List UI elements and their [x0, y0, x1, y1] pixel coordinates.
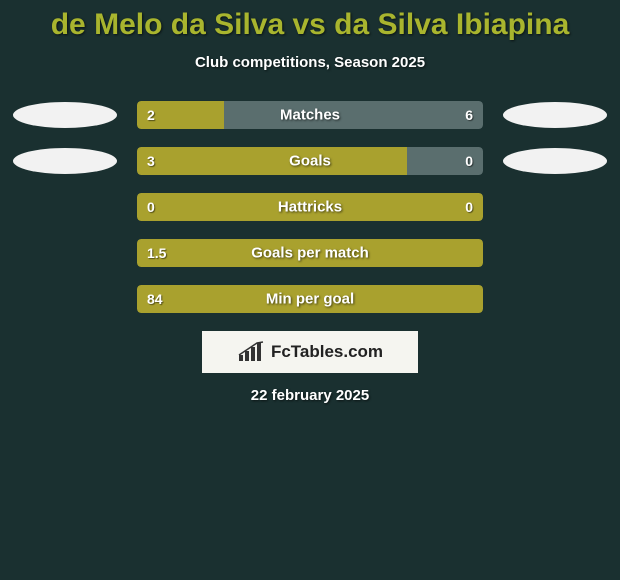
stat-value-left: 3 — [147, 153, 155, 169]
stat-row: 0 0 Hattricks — [0, 193, 620, 221]
stat-value-right: 0 — [465, 199, 473, 215]
stat-bar: 3 0 Goals — [137, 147, 483, 175]
player-left-marker — [13, 102, 117, 128]
player-left-marker — [13, 148, 117, 174]
stat-bar: 84 Min per goal — [137, 285, 483, 313]
stat-label: Hattricks — [278, 199, 342, 216]
stat-value-left: 1.5 — [147, 245, 166, 261]
stat-row: 3 0 Goals — [0, 147, 620, 175]
stat-bar: 1.5 Goals per match — [137, 239, 483, 267]
stat-bar: 0 0 Hattricks — [137, 193, 483, 221]
player-right-marker — [503, 148, 607, 174]
player-right-marker — [503, 102, 607, 128]
stat-label: Goals per match — [251, 245, 369, 262]
logo-text: FcTables.com — [271, 342, 383, 362]
stat-row: 1.5 Goals per match — [0, 239, 620, 267]
bar-fill-left — [137, 147, 407, 175]
source-logo: FcTables.com — [202, 331, 418, 373]
stat-value-left: 84 — [147, 291, 163, 307]
stat-label: Goals — [289, 153, 331, 170]
snapshot-date: 22 february 2025 — [0, 387, 620, 404]
stat-value-right: 6 — [465, 107, 473, 123]
stat-value-left: 0 — [147, 199, 155, 215]
chart-icon — [237, 341, 265, 363]
comparison-subtitle: Club competitions, Season 2025 — [0, 54, 620, 71]
stat-row: 2 6 Matches — [0, 101, 620, 129]
stats-area: 2 6 Matches 3 0 Goals 0 0 Hattricks 1.5 Goals per … — [0, 101, 620, 313]
stat-label: Min per goal — [266, 291, 354, 308]
stat-row: 84 Min per goal — [0, 285, 620, 313]
stat-label: Matches — [280, 107, 340, 124]
bar-fill-right — [224, 101, 484, 129]
stat-value-left: 2 — [147, 107, 155, 123]
comparison-title: de Melo da Silva vs da Silva Ibiapina — [0, 0, 620, 42]
stat-bar: 2 6 Matches — [137, 101, 483, 129]
stat-value-right: 0 — [465, 153, 473, 169]
